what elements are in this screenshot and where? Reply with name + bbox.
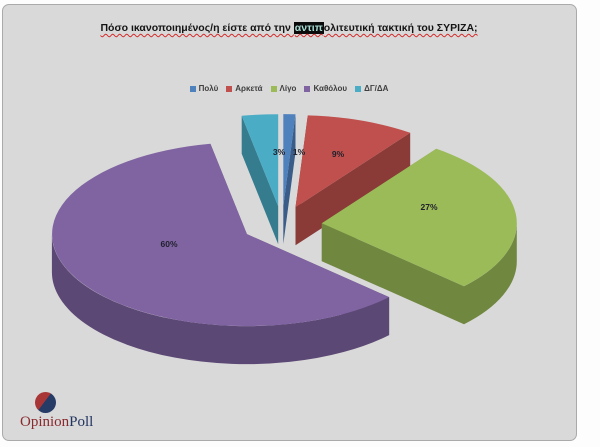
pie-slice-4-side xyxy=(241,115,279,245)
pie-slice-1-top xyxy=(295,115,411,208)
pie-slice-3-rim xyxy=(51,234,390,365)
chart-title: Πόσο ικανοποιημένος/η είστε από την αντι… xyxy=(0,22,578,34)
chart-legend: Πολύ Αρκετά Λίγο Καθόλου ΔΓ/ΔΑ xyxy=(0,84,578,93)
legend-label: Λίγο xyxy=(279,84,297,93)
legend-item-4: ΔΓ/ΔΑ xyxy=(355,84,388,93)
slice-label-0: 1% xyxy=(292,147,306,157)
legend-label: Καθόλου xyxy=(313,84,348,93)
legend-item-0: Πολύ xyxy=(189,84,219,93)
pie-slice-2-top xyxy=(321,148,517,287)
title-text-post: ολιτευτική τακτική του ΣΥΡΙΖΑ; xyxy=(323,22,478,34)
title-find-highlight: αντιπ xyxy=(293,22,324,34)
legend-item-3: Καθόλου xyxy=(304,84,347,93)
legend-swatch-icon xyxy=(270,85,277,92)
legend-swatch-icon xyxy=(355,85,362,92)
opinionpoll-logo-text: OpinionPoll xyxy=(20,414,110,431)
legend-label: Αρκετά xyxy=(235,84,263,93)
legend-label: Πολύ xyxy=(198,84,219,93)
legend-label: ΔΓ/ΔΑ xyxy=(364,84,389,93)
slice-label-3: 60% xyxy=(160,239,178,249)
opinionpoll-logo: OpinionPoll xyxy=(20,392,110,431)
title-text-pre: Πόσο ικανοποιημένος/η είστε από την xyxy=(100,22,294,34)
legend-swatch-icon xyxy=(304,85,311,92)
logo-word-opinion: Opinion xyxy=(20,414,70,430)
pie-slice-0-top xyxy=(283,114,296,207)
logo-word-poll: Poll xyxy=(69,414,94,430)
pie-slice-2-rim xyxy=(464,223,517,325)
slice-label-2: 27% xyxy=(420,202,438,212)
opinionpoll-logo-icon xyxy=(35,392,56,413)
pie-slice-2-side xyxy=(321,223,464,325)
pie-slice-4-top xyxy=(241,114,279,207)
pie-slice-1-side xyxy=(295,132,411,246)
pie-slice-3-top xyxy=(52,143,390,327)
legend-item-2: Λίγο xyxy=(270,84,297,93)
pie-slice-0-side xyxy=(283,114,296,245)
slice-label-1: 9% xyxy=(331,149,345,159)
legend-swatch-icon xyxy=(189,85,196,92)
slice-label-4: 3% xyxy=(272,147,286,157)
legend-item-1: Αρκετά xyxy=(226,84,263,93)
legend-swatch-icon xyxy=(226,85,233,92)
